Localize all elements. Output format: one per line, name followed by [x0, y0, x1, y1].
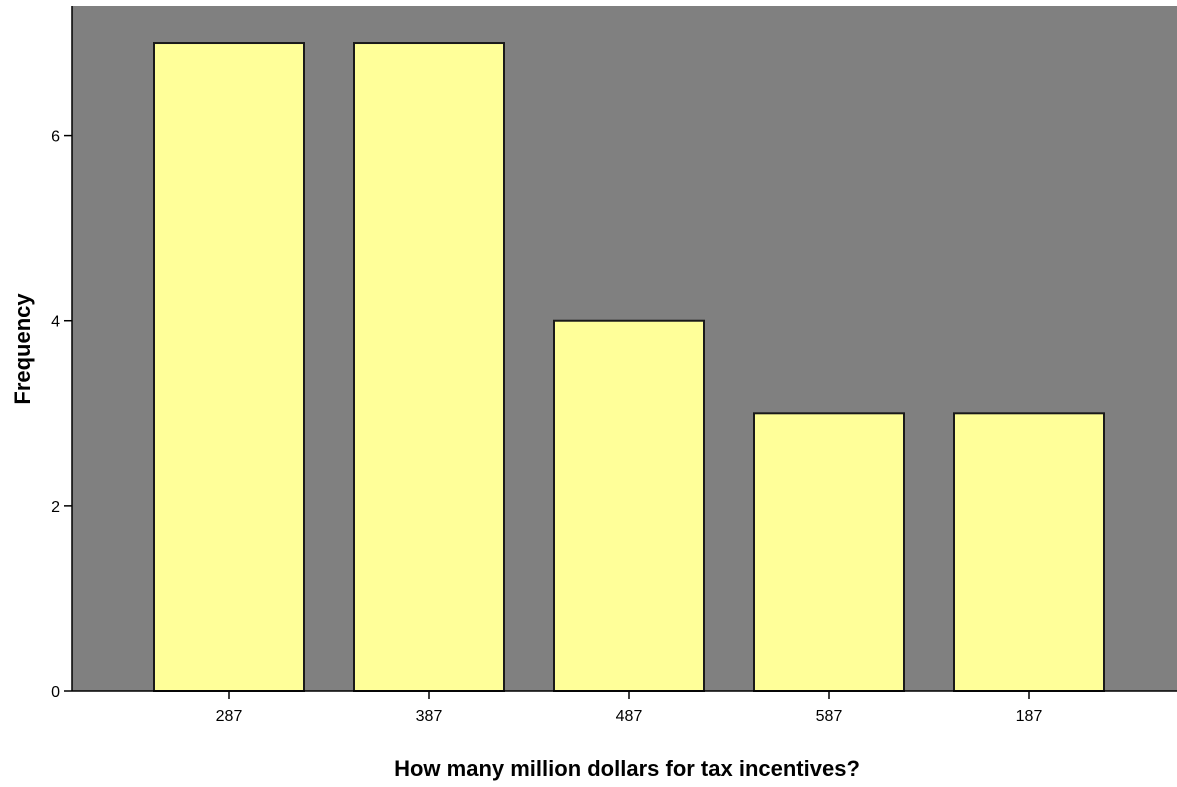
bar-587: [753, 412, 905, 692]
x-tick-label: 187: [1016, 708, 1043, 725]
y-axis: 0 2 4 6: [51, 6, 73, 701]
bar-487: [553, 319, 705, 692]
y-tick-label: 6: [51, 129, 60, 146]
y-axis-title: Frequency: [10, 293, 35, 405]
bar-287: [153, 42, 305, 692]
x-tick-label: 487: [616, 708, 643, 725]
bar-187: [953, 412, 1105, 692]
x-tick-label: 387: [416, 708, 443, 725]
bars-group: [153, 42, 1105, 692]
bar-387: [353, 42, 505, 692]
x-tick-label: 287: [216, 708, 243, 725]
x-axis: 287 387 487 587 187: [72, 690, 1177, 725]
x-tick-label: 587: [816, 708, 843, 725]
y-tick-label: 0: [51, 684, 60, 701]
x-axis-title: How many million dollars for tax incenti…: [394, 756, 860, 781]
y-tick-label: 4: [51, 314, 60, 331]
y-tick-label: 2: [51, 499, 60, 516]
